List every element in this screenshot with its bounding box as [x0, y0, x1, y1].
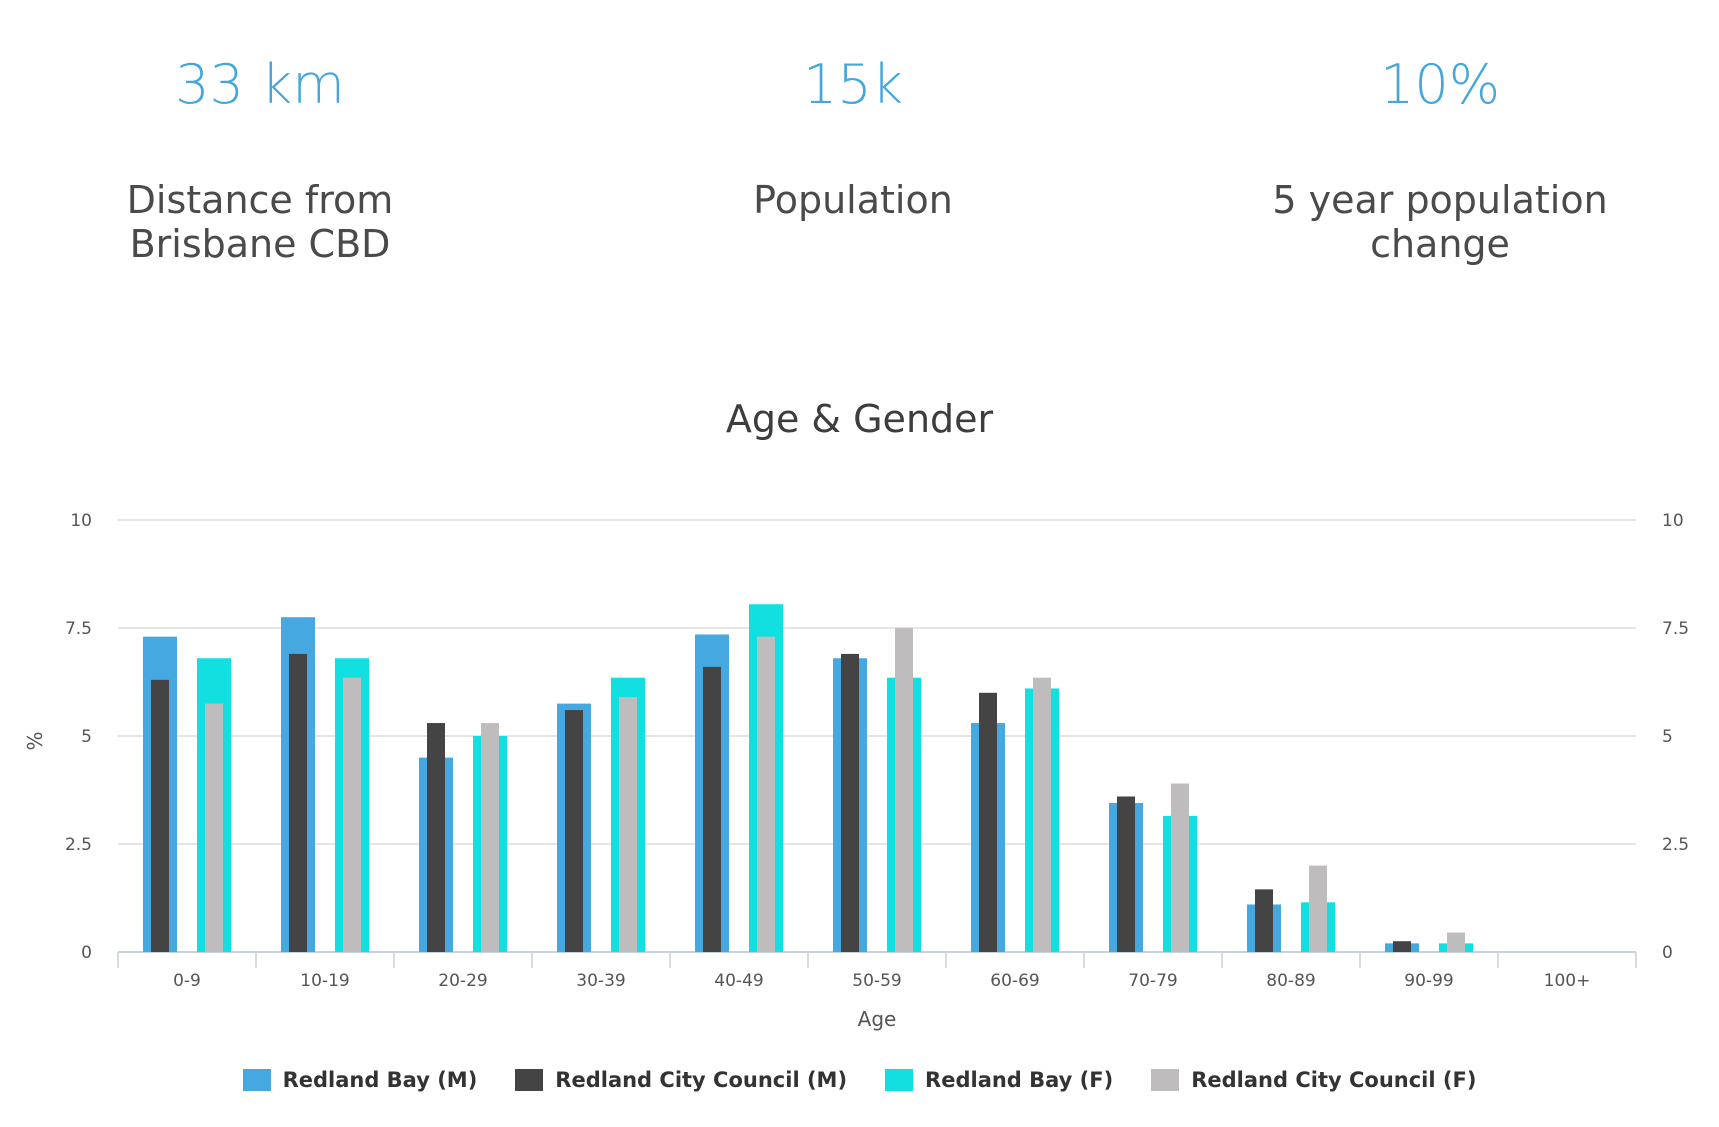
legend-label: Redland Bay (F) — [925, 1068, 1114, 1092]
x-tick-label: 40-49 — [714, 971, 763, 991]
y-tick-label-left: 2.5 — [65, 835, 92, 855]
bar-redland-city-council-f-90-99 — [1447, 932, 1465, 952]
legend-item-redland-city-council-f[interactable]: Redland City Council (F) — [1151, 1068, 1476, 1092]
x-tick-label: 50-59 — [852, 971, 901, 991]
bar-redland-city-council-m-0-9 — [151, 679, 169, 952]
chart-title: Age & Gender — [726, 397, 994, 441]
stats-row: 33 km Distance from Brisbane CBD 15k Pop… — [0, 50, 1719, 270]
x-tick-label: 30-39 — [576, 971, 625, 991]
stat-population-change-label: 5 year population change — [1272, 178, 1608, 266]
stat-distance: 33 km Distance from Brisbane CBD — [0, 50, 520, 266]
legend-swatch — [885, 1069, 914, 1091]
x-tick-label: 90-99 — [1404, 971, 1453, 991]
stat-population-value: 15k — [803, 53, 903, 116]
stat-population-change-value: 10% — [1379, 53, 1501, 116]
y-tick-label-right: 5 — [1662, 727, 1673, 747]
bar-redland-city-council-m-10-19 — [289, 653, 307, 952]
bar-redland-city-council-f-50-59 — [895, 628, 913, 952]
x-tick-label: 0-9 — [173, 971, 201, 991]
legend-label: Redland City Council (M) — [555, 1068, 848, 1092]
bar-redland-city-council-m-90-99 — [1393, 941, 1411, 952]
legend-label: Redland City Council (F) — [1191, 1068, 1477, 1092]
x-tick-label: 20-29 — [438, 971, 487, 991]
stat-population-change: 10% 5 year population change — [1180, 50, 1700, 266]
bar-redland-city-council-f-70-79 — [1171, 783, 1189, 952]
x-tick-label: 70-79 — [1128, 971, 1177, 991]
y-tick-label-left: 10 — [70, 511, 92, 531]
y-axis-title: % — [23, 731, 47, 750]
y-tick-label-left: 0 — [81, 943, 92, 963]
x-tick-label: 80-89 — [1266, 971, 1315, 991]
x-tick-label: 100+ — [1544, 971, 1591, 991]
bar-redland-city-council-f-0-9 — [205, 703, 223, 952]
bar-redland-city-council-f-30-39 — [619, 697, 637, 952]
bar-redland-city-council-m-20-29 — [427, 723, 445, 952]
bar-redland-city-council-f-80-89 — [1309, 865, 1327, 952]
stat-population: 15k Population — [593, 50, 1113, 222]
chart-svg: Age & Gender 0 0 2.5 2.5 5 5 7.5 7.5 10 10 0-9 10-19… — [23, 397, 1689, 1031]
bar-redland-city-council-f-10-19 — [343, 677, 361, 952]
y-tick-label-left: 5 — [81, 727, 92, 747]
bar-redland-city-council-f-20-29 — [481, 723, 499, 952]
x-axis-title: Age — [858, 1007, 897, 1031]
bar-redland-city-council-f-40-49 — [757, 636, 775, 952]
chart-legend: Redland Bay (M) Redland City Council (M) R… — [0, 1068, 1719, 1092]
x-tick-label: 10-19 — [300, 971, 349, 991]
age-gender-chart: Age & Gender 0 0 2.5 2.5 5 5 7.5 7.5 10 10 0-9 10-19… — [0, 390, 1719, 1127]
bar-redland-city-council-m-40-49 — [703, 666, 721, 952]
legend-item-redland-city-council-m[interactable]: Redland City Council (M) — [515, 1068, 847, 1092]
stat-distance-label: Distance from Brisbane CBD — [126, 178, 394, 266]
legend-swatch — [515, 1069, 544, 1091]
x-tick-label: 60-69 — [990, 971, 1039, 991]
y-tick-label-right: 10 — [1662, 511, 1684, 531]
y-tick-label-right: 7.5 — [1662, 619, 1689, 639]
legend-item-redland-bay-f[interactable]: Redland Bay (F) — [885, 1068, 1113, 1092]
y-tick-label-left: 7.5 — [65, 619, 92, 639]
bar-redland-city-council-m-70-79 — [1117, 796, 1135, 952]
bar-redland-city-council-m-80-89 — [1255, 889, 1273, 952]
legend-item-redland-bay-m[interactable]: Redland Bay (M) — [242, 1068, 478, 1092]
stat-distance-value: 33 km — [175, 53, 345, 116]
legend-label: Redland Bay (M) — [282, 1068, 478, 1092]
y-tick-label-right: 2.5 — [1662, 835, 1689, 855]
bar-redland-city-council-m-30-39 — [565, 710, 583, 952]
legend-swatch — [242, 1069, 271, 1091]
bar-redland-city-council-m-50-59 — [841, 653, 859, 952]
stat-population-label: Population — [753, 178, 953, 222]
bar-redland-city-council-f-60-69 — [1033, 677, 1051, 952]
y-tick-label-right: 0 — [1662, 943, 1673, 963]
bar-redland-city-council-m-60-69 — [979, 692, 997, 952]
legend-swatch — [1151, 1069, 1180, 1091]
